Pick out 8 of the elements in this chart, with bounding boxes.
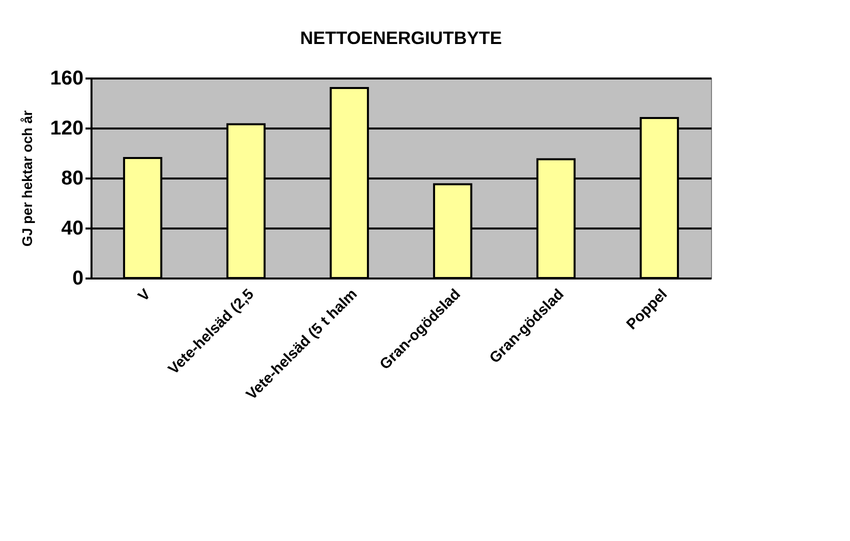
y-tick-label: 120 (50, 118, 84, 140)
y-tick-label: 0 (72, 268, 84, 290)
chart-title: NETTOENERGIUTBYTE (300, 28, 502, 48)
y-tick-label: 40 (61, 218, 84, 240)
y-tick-label: 160 (50, 68, 84, 90)
y-axis-title: GJ per hektar och år (19, 110, 36, 247)
y-tick-label: 80 (61, 168, 84, 190)
x-tick-label: V (134, 286, 154, 305)
